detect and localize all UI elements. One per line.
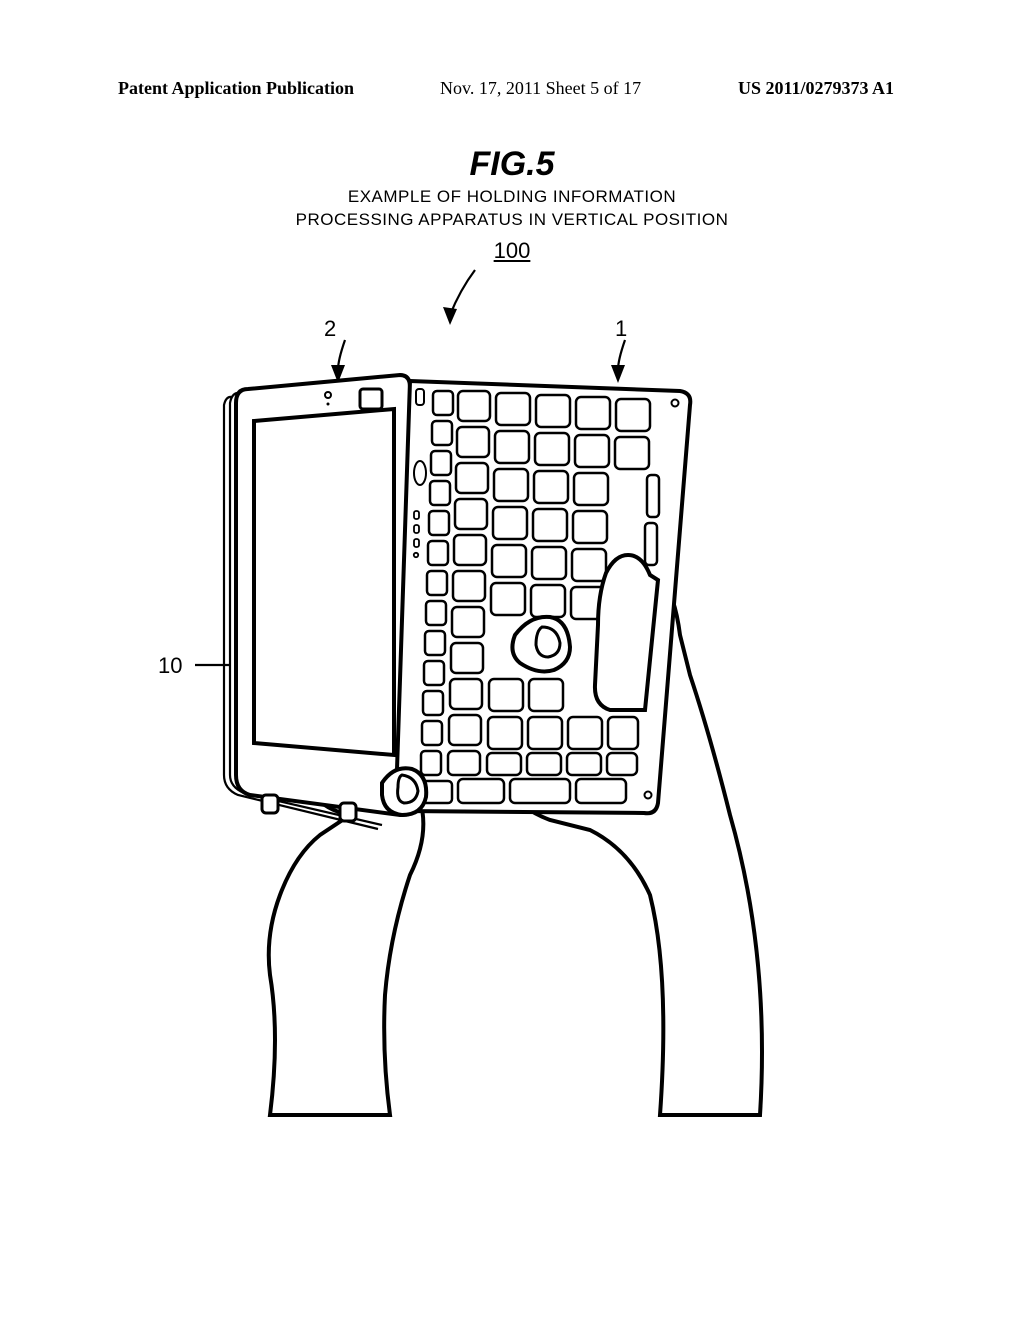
figure-label: FIG.5 <box>0 145 1024 184</box>
header-date-sheet: Nov. 17, 2011 Sheet 5 of 17 <box>440 78 641 99</box>
figure-title-block: FIG.5 EXAMPLE OF HOLDING INFORMATION PRO… <box>0 145 1024 231</box>
figure-caption-line1: EXAMPLE OF HOLDING INFORMATION <box>0 186 1024 207</box>
header-pub-number: US 2011/0279373 A1 <box>738 78 894 99</box>
patent-figure-drawing <box>150 255 870 1135</box>
figure-caption-line2: PROCESSING APPARATUS IN VERTICAL POSITIO… <box>0 209 1024 230</box>
header-publication: Patent Application Publication <box>118 78 354 99</box>
page-header: Patent Application Publication Nov. 17, … <box>0 78 1024 108</box>
